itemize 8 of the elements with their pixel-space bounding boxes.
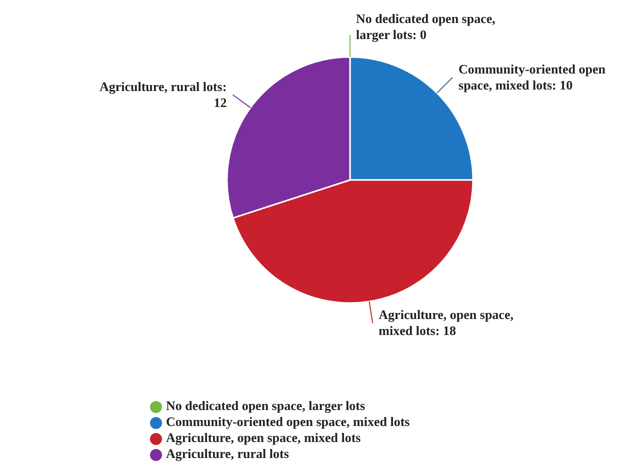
data-label: Agriculture, rural lots: 12	[99, 78, 227, 110]
text: No dedicated open space, larger lots: 0	[356, 11, 496, 42]
data-label: Agriculture, open space, mixed lots: 18	[378, 307, 514, 338]
legend-label: Community-oriented open space, mixed lots	[166, 414, 410, 429]
legend-label: No dedicated open space, larger lots	[166, 398, 366, 413]
data-label: Community-oriented open space, mixed lots: 10	[458, 61, 606, 92]
legend-label: Agriculture, open space, mixed lots	[166, 430, 361, 445]
legend-label: Agriculture, rural lots	[166, 446, 289, 461]
